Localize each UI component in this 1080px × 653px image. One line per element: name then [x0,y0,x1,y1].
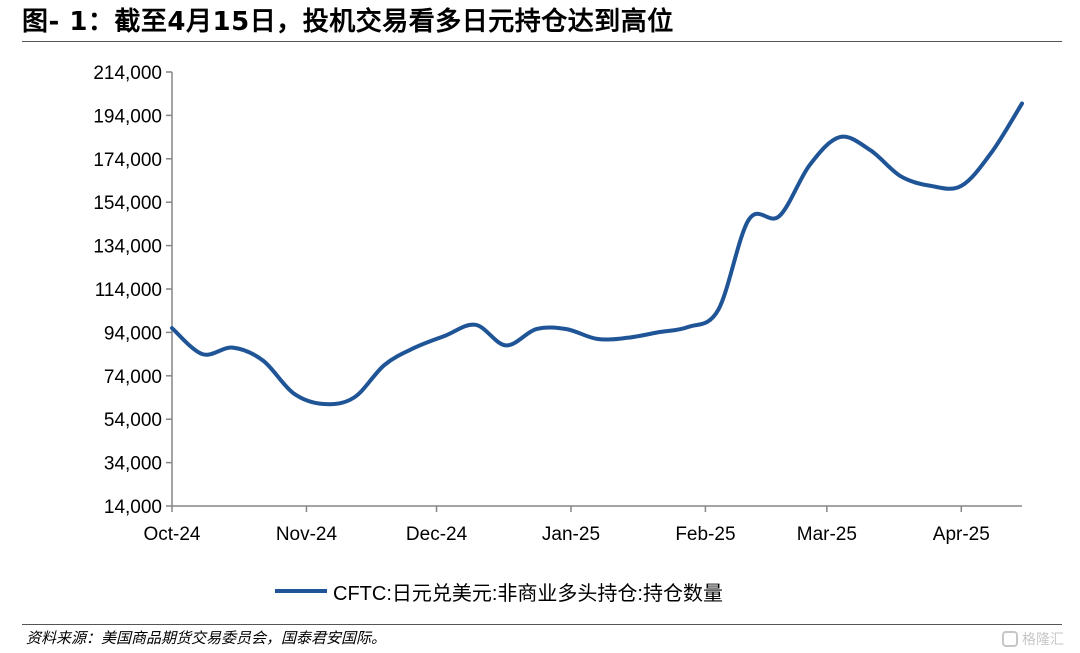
x-tick-label: Oct-24 [143,524,200,545]
legend: CFTC:日元兑美元:非商业多头持仓:持仓数量 [275,574,723,608]
legend-swatch [275,589,327,593]
watermark-text: 格隆汇 [1022,632,1064,648]
source-note: 资料来源：美国商品期货交易委员会，国泰君安国际。 [26,629,387,647]
watermark: 格隆汇 [1002,629,1064,649]
series-line [170,101,1024,407]
y-tick-label: 174,000 [93,150,162,171]
series-lines [170,101,1024,407]
y-tick-label: 34,000 [104,454,162,475]
axes [166,71,1022,512]
y-tick-label: 14,000 [104,497,162,518]
y-tick-label: 134,000 [93,237,162,258]
source-divider [22,624,1062,625]
title-divider [22,41,1062,42]
watermark-logo-icon [1002,631,1018,647]
x-tick-label: Mar-25 [797,524,857,545]
y-tick-label: 54,000 [104,410,162,431]
y-tick-label: 74,000 [104,367,162,388]
x-tick-label: Nov-24 [276,524,338,545]
x-tick-label: Dec-24 [406,524,468,545]
x-tick-label: Jan-25 [542,524,600,545]
x-tick-label: Apr-25 [933,524,990,545]
legend-label: CFTC:日元兑美元:非商业多头持仓:持仓数量 [333,582,723,605]
x-tick-label: Feb-25 [675,524,735,545]
y-tick-label: 94,000 [104,323,162,344]
figure-title: 图- 1：截至4月15日，投机交易看多日元持仓达到高位 [22,7,674,37]
y-tick-label: 154,000 [93,193,162,214]
y-tick-label: 114,000 [95,280,162,301]
y-tick-label: 214,000 [93,63,162,84]
y-tick-label: 194,000 [93,106,162,127]
tick-labels: 14,000 34,000 54,000 74,000 94,000 114,000 134… [93,63,989,545]
